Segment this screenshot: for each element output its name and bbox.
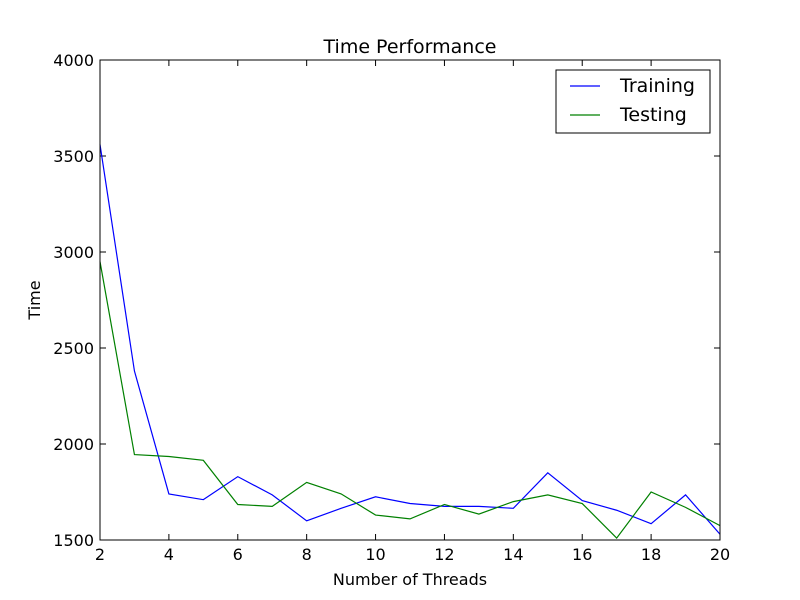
y-tick-label: 3000 xyxy=(53,243,94,262)
plot-frame xyxy=(99,59,721,541)
chart-title: Time Performance xyxy=(323,36,497,58)
series-lines xyxy=(99,144,721,539)
x-axis-label: Number of Threads xyxy=(333,570,487,589)
legend-box xyxy=(555,69,711,134)
legend-label-training: Training xyxy=(619,75,695,97)
series-line-testing xyxy=(99,261,721,539)
x-tick-label: 16 xyxy=(572,545,592,564)
legend: Training Testing xyxy=(555,69,711,134)
x-tick-label: 6 xyxy=(233,545,243,564)
x-tick-label: 14 xyxy=(503,545,523,564)
axis-ticks: 2 4 6 8 10 12 14 16 18 20 1500 2000 2500 3000 3500 4000 xyxy=(53,51,730,564)
x-tick-label: 8 xyxy=(302,545,312,564)
x-tick-label: 12 xyxy=(434,545,454,564)
series-line-training xyxy=(99,144,721,535)
x-tick-label: 2 xyxy=(95,545,105,564)
legend-label-testing: Testing xyxy=(619,104,687,126)
x-tick-label: 18 xyxy=(641,545,661,564)
x-tick-label: 4 xyxy=(164,545,174,564)
x-tick-label: 20 xyxy=(710,545,730,564)
y-tick-label: 2000 xyxy=(53,435,94,454)
y-axis-label: Time xyxy=(25,280,44,320)
x-tick-label: 10 xyxy=(365,545,385,564)
y-tick-label: 3500 xyxy=(53,147,94,166)
y-tick-label: 2500 xyxy=(53,339,94,358)
y-tick-label: 4000 xyxy=(53,51,94,70)
y-tick-label: 1500 xyxy=(53,531,94,550)
